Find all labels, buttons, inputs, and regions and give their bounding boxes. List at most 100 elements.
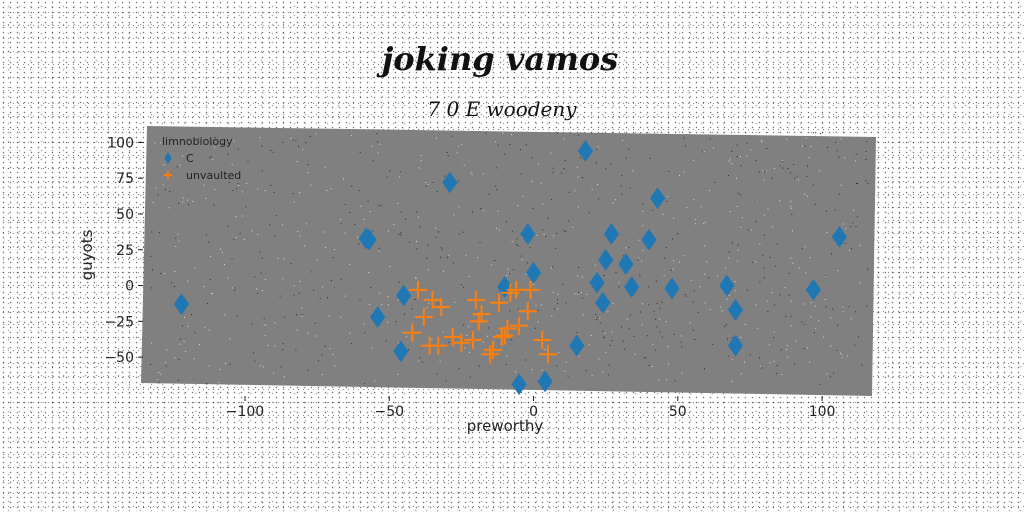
noise-speck (810, 302, 812, 304)
x-axis-label: preworthy (467, 417, 544, 435)
noise-speck (259, 137, 261, 139)
noise-speck (178, 358, 180, 360)
noise-speck (541, 369, 543, 371)
noise-speck (826, 232, 828, 233)
data-point-diamond (831, 226, 847, 248)
noise-speck (731, 359, 733, 361)
noise-speck (652, 209, 654, 211)
noise-speck (697, 311, 699, 313)
noise-speck (497, 144, 499, 146)
noise-speck (699, 286, 701, 288)
noise-speck (659, 331, 661, 333)
noise-speck (468, 326, 470, 328)
noise-speck (263, 324, 265, 326)
noise-speck (164, 272, 165, 274)
noise-speck (465, 254, 467, 256)
noise-speck (766, 170, 767, 172)
noise-speck (301, 315, 303, 317)
noise-speck (602, 330, 604, 332)
noise-speck (588, 212, 590, 214)
noise-speck (376, 133, 378, 134)
noise-speck (728, 175, 729, 177)
noise-speck (736, 177, 737, 179)
noise-speck (855, 153, 857, 155)
noise-speck (409, 241, 410, 243)
noise-speck (809, 257, 811, 259)
noise-speck (623, 348, 625, 350)
noise-speck (702, 151, 703, 153)
noise-speck (628, 148, 630, 150)
noise-speck (332, 257, 334, 259)
noise-speck (510, 339, 512, 341)
noise-speck (767, 300, 769, 302)
noise-speck (237, 148, 239, 150)
data-point-plus (484, 340, 503, 359)
noise-speck (785, 315, 787, 317)
noise-speck (479, 242, 481, 244)
noise-speck (668, 171, 670, 172)
noise-speck (509, 144, 511, 145)
noise-speck (436, 137, 437, 139)
data-point-diamond (520, 223, 536, 245)
series-unvaulted (403, 280, 557, 364)
noise-speck (703, 151, 705, 152)
noise-speck (183, 341, 185, 342)
noise-speck (576, 332, 578, 334)
noise-speck (763, 277, 765, 279)
noise-speck (212, 159, 214, 161)
noise-speck (378, 292, 380, 294)
noise-speck (771, 292, 773, 294)
noise-speck (234, 289, 236, 291)
noise-speck (852, 222, 854, 224)
noise-speck (740, 156, 741, 157)
noise-speck (556, 233, 558, 234)
noise-speck (597, 317, 599, 319)
noise-speck (242, 215, 244, 217)
noise-speck (425, 182, 427, 183)
data-point-plus (518, 302, 537, 321)
data-point-plus (403, 323, 422, 342)
noise-speck (334, 249, 335, 251)
noise-speck (709, 309, 711, 310)
series-C (173, 140, 847, 396)
noise-speck (322, 286, 324, 288)
noise-speck (672, 238, 674, 240)
noise-speck (823, 336, 825, 338)
noise-speck (273, 372, 275, 374)
data-point-plus (533, 330, 552, 349)
noise-speck (307, 332, 309, 334)
noise-speck (673, 260, 675, 262)
noise-speck (594, 264, 596, 266)
noise-speck (511, 240, 513, 242)
noise-speck (227, 153, 229, 155)
noise-speck (522, 195, 524, 197)
noise-speck (477, 257, 479, 259)
noise-speck (198, 138, 200, 140)
noise-speck (292, 139, 294, 141)
noise-speck (655, 280, 657, 282)
noise-speck (151, 231, 153, 233)
data-point-plus (495, 326, 514, 345)
noise-speck (761, 140, 763, 142)
noise-speck (418, 216, 419, 218)
noise-speck (447, 155, 449, 156)
noise-speck (547, 217, 549, 219)
legend-marker-diamond (164, 152, 172, 164)
noise-speck (786, 138, 788, 140)
noise-speck (279, 295, 281, 297)
noise-speck (496, 227, 498, 229)
noise-speck (665, 247, 667, 249)
noise-speck (332, 354, 334, 356)
data-point-diamond (719, 274, 735, 297)
noise-speck (740, 226, 742, 228)
noise-speck (397, 342, 399, 344)
noise-speck (805, 137, 807, 139)
noise-speck (859, 282, 861, 284)
noise-speck (809, 361, 811, 363)
noise-speck (725, 324, 727, 325)
noise-speck (239, 232, 241, 234)
noise-speck (736, 144, 738, 146)
noise-speck (764, 171, 766, 173)
data-point-diamond (805, 278, 822, 301)
noise-speck (685, 145, 686, 147)
